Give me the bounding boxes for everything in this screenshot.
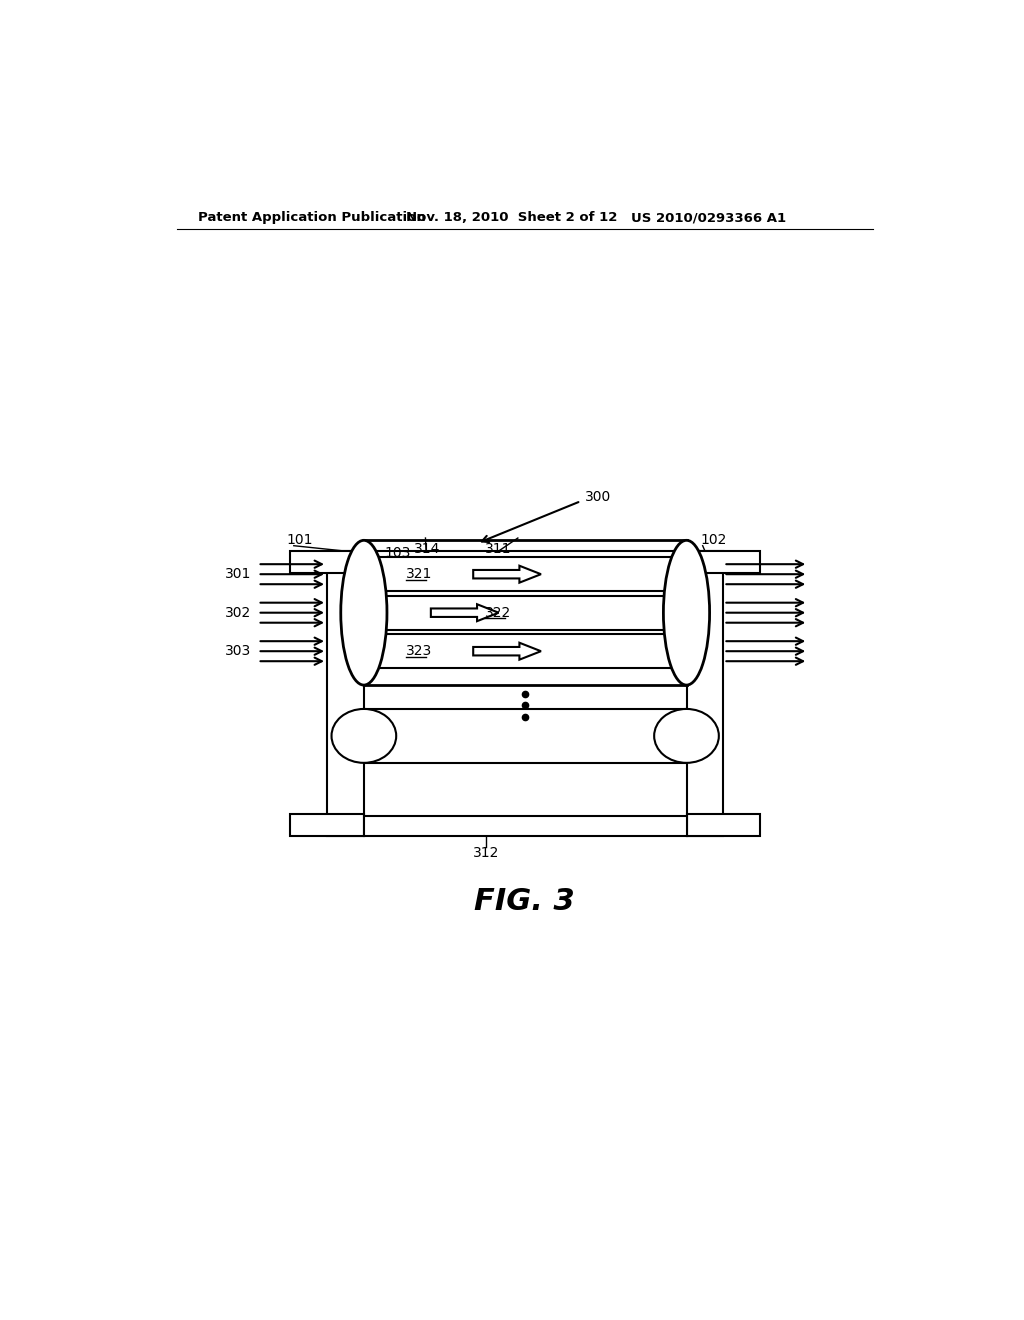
Text: 101: 101 bbox=[286, 532, 312, 546]
Text: 300: 300 bbox=[585, 490, 611, 504]
Bar bbox=[290, 814, 364, 836]
Text: 311: 311 bbox=[484, 541, 511, 556]
Ellipse shape bbox=[348, 595, 379, 630]
Text: 312: 312 bbox=[473, 846, 500, 859]
Bar bbox=[364, 709, 686, 763]
Text: 314: 314 bbox=[414, 541, 440, 556]
Ellipse shape bbox=[332, 709, 396, 763]
Text: 323: 323 bbox=[407, 644, 432, 659]
Text: 322: 322 bbox=[484, 606, 511, 619]
Ellipse shape bbox=[671, 595, 701, 630]
Bar bbox=[686, 552, 761, 573]
Text: 303: 303 bbox=[225, 644, 252, 659]
Ellipse shape bbox=[654, 709, 719, 763]
Ellipse shape bbox=[671, 635, 701, 668]
Bar bbox=[686, 814, 761, 836]
Bar bbox=[364, 816, 686, 836]
Bar bbox=[364, 557, 686, 591]
Text: FIG. 3: FIG. 3 bbox=[474, 887, 575, 916]
Bar bbox=[364, 552, 686, 572]
Text: 321: 321 bbox=[407, 568, 432, 581]
Text: 103: 103 bbox=[385, 545, 411, 560]
Text: Nov. 18, 2010  Sheet 2 of 12: Nov. 18, 2010 Sheet 2 of 12 bbox=[407, 211, 617, 224]
Ellipse shape bbox=[341, 540, 387, 685]
Ellipse shape bbox=[664, 540, 710, 685]
Ellipse shape bbox=[348, 557, 379, 591]
Polygon shape bbox=[431, 605, 499, 622]
Text: US 2010/0293366 A1: US 2010/0293366 A1 bbox=[631, 211, 786, 224]
Text: Patent Application Publication: Patent Application Publication bbox=[199, 211, 426, 224]
Text: 301: 301 bbox=[225, 568, 252, 581]
Bar bbox=[686, 552, 724, 836]
Bar bbox=[364, 635, 686, 668]
Text: 102: 102 bbox=[700, 532, 727, 546]
Text: 302: 302 bbox=[225, 606, 252, 619]
Bar bbox=[364, 540, 686, 685]
Ellipse shape bbox=[348, 635, 379, 668]
Polygon shape bbox=[473, 566, 541, 582]
Polygon shape bbox=[473, 643, 541, 660]
Bar bbox=[364, 595, 686, 630]
Ellipse shape bbox=[671, 557, 701, 591]
Bar bbox=[327, 552, 364, 836]
Bar bbox=[290, 552, 364, 573]
